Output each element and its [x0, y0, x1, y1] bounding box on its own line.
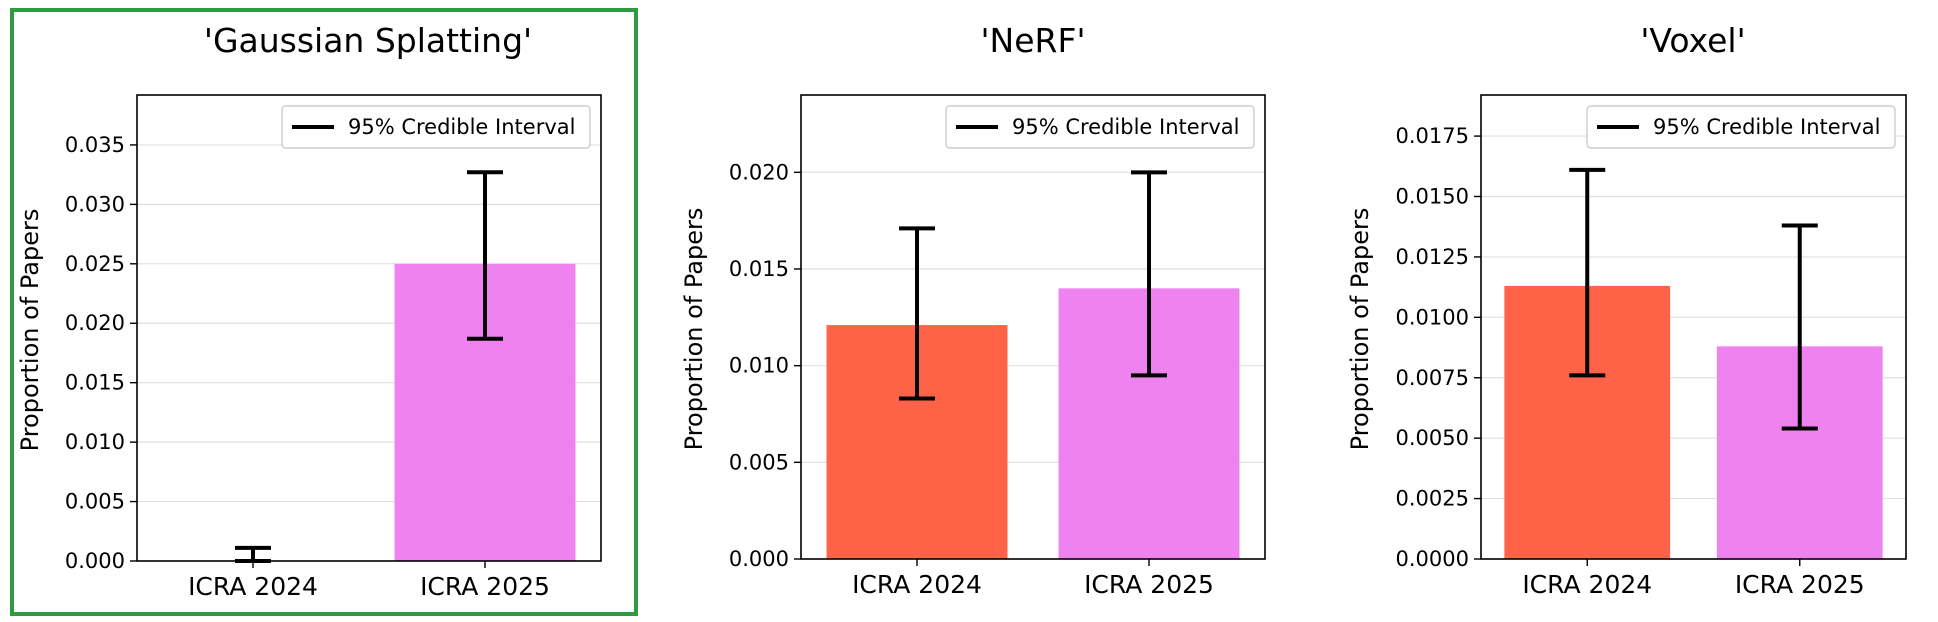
error-bar — [1569, 167, 1606, 378]
plot-frame — [800, 94, 1266, 560]
chart-panels: 0.000 0.005 0.010 0.015 0.020 0.025 0.030 0.035… — [10, 8, 1907, 616]
y-tick-label: 0.005 — [729, 450, 789, 474]
y-tick-label: 0.020 — [729, 160, 789, 184]
error-bar — [899, 226, 935, 401]
y-tick-label: 0.0175 — [1396, 124, 1469, 148]
plot-frame — [1480, 94, 1907, 560]
x-tick-label: ICRA 2024 — [852, 570, 982, 599]
y-tick-label: 0.030 — [65, 192, 125, 216]
legend-label: 95% Credible Interval — [348, 115, 575, 139]
legend-box — [281, 105, 591, 149]
legend: 95% Credible Interval — [1586, 105, 1896, 149]
legend-box — [1586, 105, 1896, 149]
chart-title: 'NeRF' — [980, 21, 1085, 60]
chart-panel-3: 0.0000 0.0025 0.0050 0.0075 0.0100 0.0125 0.01… — [1346, 21, 1907, 599]
y-tick-label: 0.020 — [65, 311, 125, 335]
chart-panel-2: 0.000 0.005 0.010 0.015 0.020 ICRA 2024 ICRA 2… — [680, 21, 1266, 599]
y-tick-label: 0.0025 — [1396, 487, 1469, 511]
y-tick-label: 0.005 — [65, 490, 125, 514]
legend: 95% Credible Interval — [281, 105, 591, 149]
chart-title: 'Gaussian Splatting' — [204, 21, 532, 60]
legend-label: 95% Credible Interval — [1012, 115, 1239, 139]
y-axis-label: Proportion of Papers — [16, 209, 44, 452]
y-tick-label: 0.010 — [65, 430, 125, 454]
y-tick-label: 0.0150 — [1396, 185, 1469, 209]
error-bar — [1131, 170, 1167, 378]
legend-label: 95% Credible Interval — [1653, 115, 1880, 139]
error-bar — [467, 170, 503, 341]
error-bar — [1781, 223, 1818, 431]
plot-frame — [136, 94, 602, 562]
x-tick-label: ICRA 2025 — [420, 572, 550, 601]
legend-box — [945, 105, 1255, 149]
y-tick-label: 0.0000 — [1396, 547, 1469, 571]
y-tick-label: 0.0100 — [1396, 305, 1469, 329]
y-tick-label: 0.000 — [729, 547, 789, 571]
y-tick-label: 0.000 — [65, 549, 125, 573]
y-tick-label: 0.0125 — [1396, 245, 1469, 269]
y-tick-label: 0.0075 — [1396, 366, 1469, 390]
x-tick-label: ICRA 2025 — [1084, 570, 1214, 599]
x-tick-label: ICRA 2024 — [188, 572, 318, 601]
y-tick-label: 0.015 — [65, 371, 125, 395]
legend: 95% Credible Interval — [945, 105, 1255, 149]
y-tick-label: 0.010 — [729, 354, 789, 378]
chart-panel-1: 0.000 0.005 0.010 0.015 0.020 0.025 0.030 0.035… — [10, 8, 638, 616]
chart-title: 'Voxel' — [1640, 21, 1745, 60]
y-tick-label: 0.0050 — [1396, 426, 1469, 450]
y-axis-label: Proportion of Papers — [680, 208, 708, 451]
y-axis-label: Proportion of Papers — [1346, 208, 1374, 451]
y-tick-label: 0.015 — [729, 257, 789, 281]
x-tick-label: ICRA 2024 — [1522, 570, 1652, 599]
x-tick-label: ICRA 2025 — [1735, 570, 1865, 599]
highlight-frame — [10, 8, 638, 616]
y-tick-label: 0.035 — [65, 133, 125, 157]
y-tick-label: 0.025 — [65, 252, 125, 276]
